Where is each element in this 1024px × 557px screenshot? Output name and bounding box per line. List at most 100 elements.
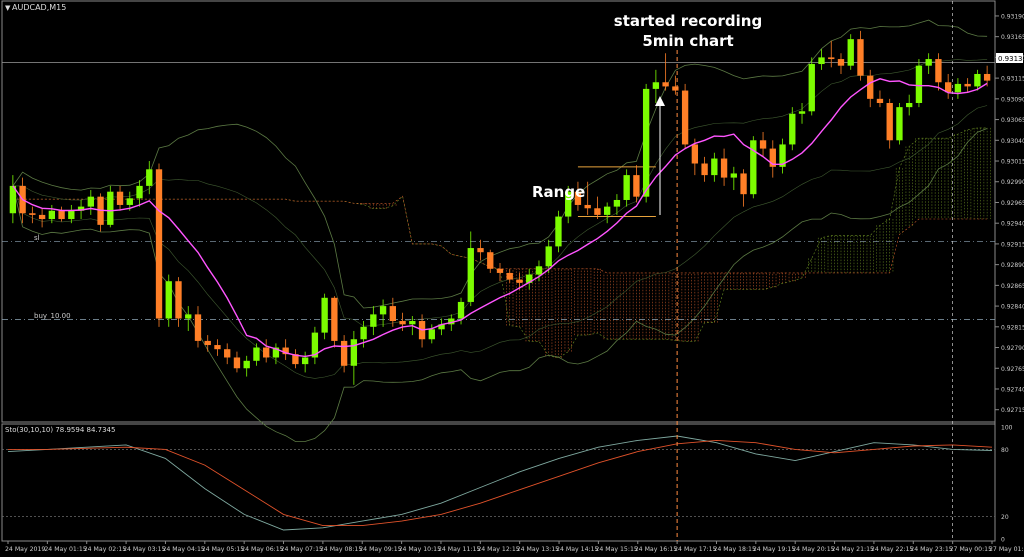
bear-candle (389, 306, 396, 322)
bear-candle (594, 208, 601, 215)
time-tick-label: 24 May 19:15 (753, 546, 795, 553)
price-tick-label: 0.93115 (1001, 76, 1024, 83)
bull-candle (87, 196, 94, 207)
time-tick-label: 24 May 10:15 (399, 546, 441, 553)
symbol-menu-arrow[interactable]: ▼ (5, 4, 11, 12)
bull-candle (555, 216, 562, 247)
bull-candle (370, 314, 377, 327)
bear-candle (769, 148, 776, 167)
time-tick-label: 24 May 07:15 (281, 546, 323, 553)
bull-candle (915, 65, 923, 103)
bear-candle (116, 191, 124, 205)
stoch-signal-line (8, 439, 993, 527)
bear-candle (29, 213, 36, 215)
bear-candle (828, 57, 835, 60)
time-tick-label: 24 May 16:15 (635, 546, 677, 553)
bull-candle (906, 102, 913, 108)
bear-candle (740, 173, 747, 195)
bear-candle (233, 357, 241, 369)
price-tick-label: 0.92815 (1001, 324, 1024, 331)
price-tick-label: 0.93190 (1001, 13, 1024, 20)
bear-candle (935, 59, 942, 83)
bear-candle (477, 248, 484, 253)
sl-label: sl (34, 234, 40, 242)
price-tick-label: 0.92715 (1001, 407, 1024, 414)
stochastic-title: Sto(30,10,10) 78.9594 84.7345 (5, 426, 115, 434)
time-tick-label: 24 May 06:15 (241, 546, 283, 553)
bull-candle (126, 198, 133, 205)
bear-candle (672, 86, 679, 91)
bull-candle (711, 158, 718, 176)
bear-candle (964, 83, 971, 87)
bear-candle (399, 321, 406, 325)
bull-candle (798, 111, 806, 114)
current-price-tag (996, 53, 1023, 63)
bull-candle (808, 64, 815, 112)
bull-candle (311, 332, 319, 358)
bull-candle (146, 169, 153, 186)
moving-average (12, 78, 988, 358)
bull-candle (321, 297, 328, 333)
vertical-markers (676, 1, 953, 541)
bull-candle (623, 175, 630, 200)
bear-candle (340, 340, 348, 366)
bull-candle (789, 113, 796, 145)
stochastic-indicator: 100 80 20 0 (2, 425, 1013, 544)
bear-candle (944, 82, 952, 93)
symbol-label: AUDCAD,M15 (12, 3, 66, 12)
bear-candle (691, 144, 699, 164)
time-tick-label: 24 May 02:15 (84, 546, 126, 553)
time-tick-label: 24 May 05:15 (202, 546, 244, 553)
main-plot-frame (1, 0, 996, 423)
bull-candle (136, 185, 143, 199)
bull-candle (48, 210, 56, 220)
bear-candle (584, 204, 591, 209)
bear-candle (662, 82, 669, 87)
bull-candle (457, 301, 465, 319)
time-tick-label: 24 May 18:15 (713, 546, 755, 553)
bear-candle (574, 191, 582, 205)
time-tick-label: 24 May 15:15 (595, 546, 637, 553)
bear-candle (292, 354, 299, 365)
bear-candle (58, 210, 65, 220)
candles (9, 30, 991, 385)
bull-candle (438, 324, 445, 330)
price-axis: 0.931900.931650.931400.931150.930900.930… (995, 13, 1024, 414)
bear-candle (224, 349, 231, 358)
bull-candle (604, 206, 611, 215)
bear-candle (155, 169, 163, 319)
bull-candle (409, 321, 416, 325)
time-tick-label: 24 May 23:15 (910, 546, 952, 553)
time-tick-label: 24 May 17:15 (674, 546, 716, 553)
bull-candle (360, 326, 367, 340)
bull-candle (974, 73, 981, 87)
bull-candle (526, 274, 533, 283)
bear-candle (633, 175, 640, 197)
bear-candle (701, 163, 708, 176)
bear-candle (837, 59, 845, 66)
buy-label: buy_10.00 (34, 312, 71, 320)
band-lower (12, 128, 988, 442)
current-price-value: 0.93134 (998, 55, 1024, 63)
bull-candle (185, 314, 192, 319)
bull-candle (750, 140, 757, 195)
bear-candle (282, 347, 289, 355)
stoch-tick-label: 80 (1001, 447, 1009, 454)
bear-candle (204, 340, 211, 346)
indicator-plot-frame (1, 423, 996, 542)
price-tick-label: 0.93090 (1001, 96, 1024, 103)
bull-candle (818, 57, 825, 65)
time-tick-label: 27 May 01:15 (989, 546, 1024, 553)
time-tick-label: 24 May 01:15 (44, 546, 86, 553)
stoch-main-line (7, 435, 993, 531)
time-tick-label: 24 May 03:15 (123, 546, 165, 553)
bull-candle (379, 306, 387, 315)
bear-candle (214, 345, 221, 350)
price-tick-label: 0.92740 (1001, 386, 1024, 393)
bear-candle (516, 279, 523, 283)
price-tick-label: 0.92890 (1001, 262, 1024, 269)
bull-candle (535, 266, 543, 275)
